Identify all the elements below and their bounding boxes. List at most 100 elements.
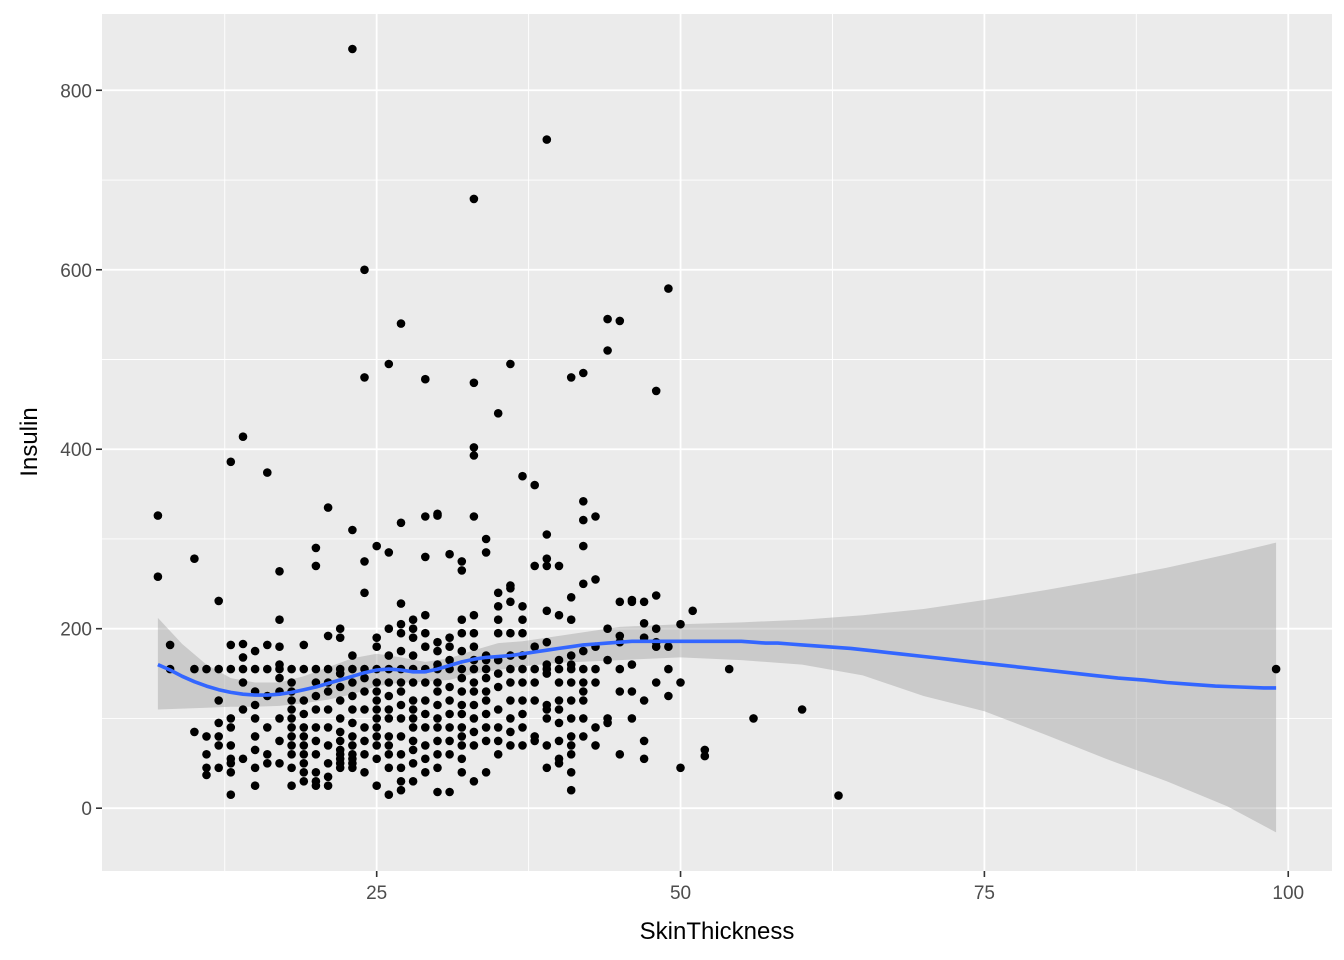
data-point [579,714,588,723]
data-point [408,651,418,660]
data-point [396,763,406,773]
data-point [287,714,296,723]
x-axis-title: SkinThickness [640,918,795,945]
data-point [469,628,479,638]
data-point [396,714,406,723]
data-point [396,785,406,795]
data-point [421,709,430,719]
data-point [323,759,333,768]
data-point [603,346,612,355]
data-point [299,709,309,719]
data-point [396,750,406,759]
data-point [506,741,515,750]
data-point [469,678,479,687]
minor-gridlines [102,14,1332,871]
data-point [481,534,491,544]
data-point [421,754,430,764]
data-point [542,530,552,539]
data-point [481,768,491,777]
data-point [335,696,345,705]
data-point [481,664,491,674]
data-point [639,696,649,705]
data-point [615,316,625,326]
data-point [469,194,479,204]
data-point [372,754,382,764]
data-point [360,723,369,732]
data-point [469,443,479,452]
data-point [421,628,430,638]
data-point [287,732,296,741]
data-point [214,596,223,606]
data-point [214,741,223,750]
x-tick-label: 50 [670,883,691,904]
data-point [372,687,382,696]
data-point [372,541,382,551]
data-point [542,135,552,144]
data-point [542,606,552,616]
data-point [457,615,467,624]
data-point [165,640,175,650]
data-point [408,624,418,633]
data-point [384,790,394,799]
y-axis-ticks: 0 200 400 600 800 [60,81,102,820]
data-point [433,787,442,797]
data-point [421,768,430,777]
data-point [287,750,296,759]
data-point [566,785,576,795]
data-point [311,543,321,553]
data-point [348,732,357,741]
data-point [202,770,211,780]
data-point [372,723,382,732]
data-point [360,557,369,566]
data-point [542,637,552,647]
data-point [226,457,236,467]
data-point [688,606,697,616]
data-point [457,732,467,741]
data-point [457,673,467,683]
data-point [287,705,296,714]
data-point [433,736,442,746]
data-point [250,714,260,723]
data-point [408,714,418,723]
data-point [299,768,309,777]
data-point [433,723,442,732]
smooth-line [157,639,1277,697]
data-point [287,723,296,732]
data-point [226,790,236,799]
data-point [506,664,515,674]
data-point [457,557,467,566]
data-point [566,651,576,660]
y-tick-label: 600 [60,261,92,282]
data-point [481,548,491,557]
data-point [603,624,612,633]
data-point [311,781,321,790]
data-point [457,700,467,710]
data-point [250,763,260,773]
data-point [335,727,345,737]
data-point [299,723,309,732]
data-point [445,655,454,665]
data-point [202,750,211,759]
data-point [749,714,758,723]
data-point [250,732,260,741]
data-point [797,705,807,714]
data-point [445,723,454,732]
x-tick-label: 75 [974,883,995,904]
data-point [433,750,442,759]
data-point [238,678,248,687]
data-point [190,664,199,674]
data-point [311,750,321,759]
data-point [639,754,649,764]
data-point [384,714,394,723]
data-point [323,741,333,750]
data-point [360,673,369,683]
data-point [384,678,394,687]
data-point [566,664,576,674]
data-point [311,691,321,701]
data-point [493,409,503,418]
data-point [542,714,552,723]
data-point [384,624,394,633]
data-point [591,723,600,732]
data-point [518,678,527,687]
data-point [493,628,503,638]
